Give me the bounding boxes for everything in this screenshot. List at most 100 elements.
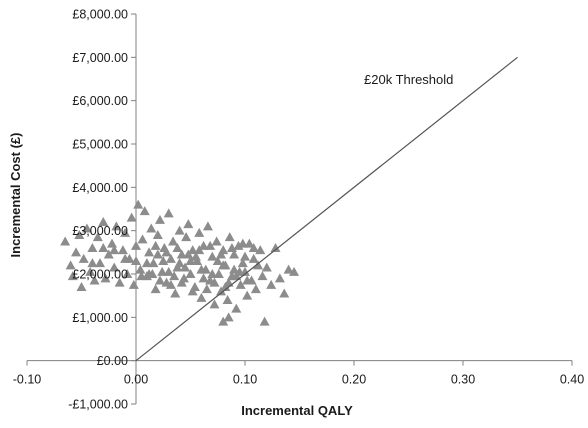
x-tick-label: 0.00 <box>124 373 148 387</box>
data-point <box>95 258 106 268</box>
data-point <box>65 260 76 270</box>
data-point <box>139 206 150 216</box>
data-point <box>248 253 259 263</box>
data-point <box>198 240 209 250</box>
data-point <box>207 251 218 261</box>
data-point <box>270 243 281 252</box>
data-point <box>174 258 185 268</box>
data-point <box>257 271 268 281</box>
data-point <box>213 269 224 278</box>
data-point <box>165 279 176 289</box>
data-point <box>180 262 191 272</box>
data-point <box>222 295 233 304</box>
data-point <box>174 225 185 235</box>
data-point <box>176 277 187 287</box>
data-point <box>144 269 155 278</box>
data-point <box>60 236 71 246</box>
data-point <box>92 232 103 242</box>
data-point <box>231 271 242 281</box>
data-point <box>136 271 147 281</box>
data-point <box>74 230 85 239</box>
data-point <box>237 238 248 248</box>
data-point <box>158 256 169 265</box>
data-point <box>107 238 118 248</box>
data-point <box>198 273 209 283</box>
data-point <box>169 271 180 281</box>
data-point <box>144 247 155 257</box>
data-point <box>209 299 220 309</box>
data-point <box>128 279 139 289</box>
data-point <box>226 243 237 252</box>
data-point <box>207 269 218 278</box>
data-point <box>154 275 165 285</box>
data-point <box>146 223 157 233</box>
data-point <box>131 240 141 250</box>
data-point <box>89 275 100 285</box>
data-point <box>229 264 240 274</box>
data-point <box>161 247 172 257</box>
data-point <box>150 284 161 294</box>
data-point <box>126 212 137 222</box>
y-tick-label: £8,000.00 <box>72 8 128 22</box>
data-point <box>172 243 183 252</box>
data-point <box>168 236 179 246</box>
x-tick-label: 0.40 <box>560 373 584 387</box>
data-point <box>205 240 216 250</box>
data-point <box>120 227 131 237</box>
data-point <box>194 245 205 255</box>
data-point <box>224 232 235 242</box>
data-point <box>109 262 120 272</box>
data-point <box>137 234 148 244</box>
data-point <box>244 238 255 248</box>
data-point <box>187 286 198 296</box>
data-point <box>141 258 152 268</box>
data-point <box>289 266 300 276</box>
data-point <box>259 316 270 326</box>
data-point <box>183 219 194 229</box>
data-point <box>111 221 122 231</box>
data-point <box>135 264 146 274</box>
data-point <box>185 256 196 265</box>
data-point <box>152 230 163 239</box>
data-point <box>194 227 205 237</box>
data-point <box>218 260 229 270</box>
data-point <box>196 264 207 274</box>
data-point <box>150 240 161 250</box>
y-tick-label: £0.00 <box>97 354 128 368</box>
data-point <box>274 273 285 283</box>
data-point <box>98 243 109 252</box>
data-point <box>176 249 187 259</box>
data-point <box>237 258 248 268</box>
data-point <box>98 217 109 226</box>
data-point <box>201 284 212 294</box>
data-point <box>85 266 96 276</box>
y-tick-label: £7,000.00 <box>72 51 128 65</box>
data-point <box>242 275 253 285</box>
data-point <box>154 214 165 224</box>
y-tick-label: £6,000.00 <box>72 94 128 108</box>
data-point <box>223 312 234 322</box>
x-tick-label: 0.20 <box>342 373 366 387</box>
data-point <box>187 245 198 255</box>
data-point <box>248 243 259 252</box>
y-tick-label: £4,000.00 <box>72 181 128 195</box>
data-point <box>209 277 220 287</box>
data-point <box>170 288 181 298</box>
data-point <box>190 251 201 261</box>
threshold-label: £20k Threshold <box>364 72 453 87</box>
data-point <box>211 236 222 246</box>
data-point <box>103 249 114 259</box>
data-point <box>185 269 196 278</box>
data-point <box>131 256 141 265</box>
data-point <box>148 258 159 268</box>
data-point <box>78 253 89 263</box>
x-axis-title: Incremental QALY <box>241 403 353 418</box>
data-point <box>87 258 98 268</box>
data-point <box>196 292 207 302</box>
data-point <box>181 232 192 242</box>
data-point <box>81 223 92 233</box>
data-point <box>231 303 242 313</box>
data-point <box>212 256 223 265</box>
